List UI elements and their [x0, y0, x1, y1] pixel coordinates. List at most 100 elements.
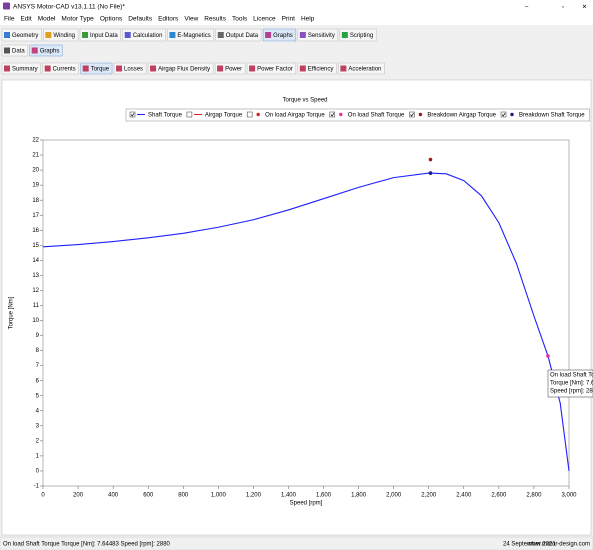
graph-tab-icon	[249, 65, 256, 72]
y-tick-label: 21	[32, 153, 39, 159]
graph-tab[interactable]	[147, 62, 214, 75]
minimize-button[interactable]: –	[525, 5, 529, 11]
view-tab-label: Data	[12, 49, 25, 55]
graph-tab-label: Power Factor	[257, 67, 293, 73]
graph-tab[interactable]	[80, 62, 113, 75]
y-tick-label: 0	[36, 469, 40, 475]
toolbar-button-icon	[82, 32, 89, 38]
graph-tab[interactable]	[297, 62, 337, 75]
graph-tab-label: Airgap Flux Density	[158, 67, 210, 73]
view-tab[interactable]	[29, 44, 63, 57]
legend-checkbox[interactable]	[246, 111, 253, 118]
menu-bar	[0, 13, 593, 25]
menu-item[interactable]: Editors	[158, 16, 179, 23]
menu-item[interactable]: View	[184, 16, 198, 23]
x-tick-label: 600	[143, 493, 154, 499]
series-point	[546, 354, 550, 358]
toolbar-button-icon	[217, 32, 224, 38]
status-date: 24 September 2021	[503, 542, 556, 548]
menu-item[interactable]: Model	[38, 16, 56, 23]
toolbar-button[interactable]	[122, 28, 166, 42]
menu-item[interactable]: Results	[204, 16, 226, 23]
toolbar-button-icon	[265, 32, 272, 38]
tooltip-line: Speed [rpm]: 2880	[550, 389, 593, 395]
menu-item[interactable]: Licence	[253, 16, 276, 23]
graph-tab-label: Losses	[124, 67, 143, 73]
y-tick-label: 2	[36, 438, 40, 444]
legend-label: Airgap Torque	[205, 113, 243, 119]
toolbar-button[interactable]	[215, 28, 262, 42]
toolbar-button-label: Geometry	[12, 33, 38, 39]
x-tick-label: 800	[178, 493, 189, 499]
toolbar-button[interactable]	[339, 28, 377, 42]
graph-tab[interactable]	[1, 62, 41, 75]
graph-tab-icon	[340, 65, 347, 72]
graph-tab-label: Summary	[12, 67, 38, 73]
y-tick-label: 15	[32, 243, 39, 249]
toolbar-button-label: Sensitivity	[308, 33, 335, 39]
graph-tab-label: Power	[225, 67, 242, 73]
y-tick-label: 18	[32, 198, 39, 204]
graph-tab[interactable]	[338, 62, 385, 75]
toolbar-button[interactable]	[167, 28, 215, 42]
toolbar-button[interactable]	[262, 28, 297, 42]
legend-checkbox[interactable]	[186, 111, 193, 118]
y-tick-label: 5	[36, 393, 40, 399]
legend-label: Shaft Torque	[148, 113, 183, 119]
x-tick-label: 2,600	[491, 493, 507, 499]
series-line	[42, 172, 570, 472]
menu-item[interactable]: Print	[282, 16, 296, 23]
legend-check	[410, 112, 414, 117]
x-tick-label: 400	[108, 493, 119, 499]
legend-check	[130, 112, 135, 117]
legend-checkbox[interactable]	[329, 111, 336, 118]
toolbar-button-icon	[45, 32, 52, 38]
menu-item[interactable]: File	[4, 16, 15, 23]
toolbar-button[interactable]	[1, 28, 42, 42]
toolbar-button[interactable]	[297, 28, 339, 42]
y-tick-label: 13	[32, 273, 39, 279]
maximize-button[interactable]: ▫	[562, 5, 564, 11]
legend-label: On load Shaft Torque	[348, 113, 405, 119]
legend-checkbox[interactable]	[129, 111, 136, 118]
menu-item[interactable]: Tools	[232, 16, 248, 23]
menu-item[interactable]: Defaults	[128, 16, 153, 23]
status-text: On load Shaft Torque Torque [Nm]: 7.6448…	[3, 542, 171, 548]
graph-tab-icon	[44, 65, 51, 72]
legend-checkbox[interactable]	[409, 111, 415, 118]
toolbar-button[interactable]	[79, 28, 121, 42]
toolbar-button[interactable]	[43, 28, 79, 42]
toolbar-button-icon	[124, 32, 131, 38]
toolbar-button-label: Output Data	[226, 33, 259, 39]
toolbar-button-icon	[169, 32, 176, 38]
y-tick-label: 4	[36, 408, 40, 414]
x-tick-label: 2,200	[421, 493, 437, 499]
series-point	[428, 157, 433, 162]
menu-item[interactable]: Help	[301, 16, 315, 23]
app-icon	[3, 2, 10, 10]
graph-tab[interactable]	[214, 62, 246, 75]
toolbar-button-label: Graphs	[273, 33, 293, 39]
menu-item[interactable]: Options	[100, 16, 123, 23]
graph-tab[interactable]	[113, 62, 147, 75]
graph-tab-icon	[150, 65, 157, 72]
y-tick-label: 10	[32, 318, 39, 324]
view-tab[interactable]	[1, 44, 28, 57]
close-button[interactable]: ✕	[582, 5, 587, 11]
x-tick-label: 1,400	[281, 493, 297, 499]
legend-box	[125, 108, 590, 122]
x-tick-label: 200	[73, 493, 84, 499]
y-tick-label: 11	[33, 303, 40, 309]
y-tick-label: 12	[32, 288, 39, 294]
graph-tab[interactable]	[42, 62, 79, 75]
legend-checkbox[interactable]	[500, 111, 507, 118]
toolbar-button-icon	[4, 32, 10, 38]
graph-tab[interactable]	[246, 62, 297, 75]
menu-item[interactable]: Motor Type	[61, 16, 94, 23]
legend-check	[330, 112, 335, 117]
y-tick-label: 16	[32, 228, 39, 234]
toolbar-button-label: Scripting	[350, 33, 373, 39]
graph-tab-icon	[217, 65, 224, 72]
menu-item[interactable]: Edit	[20, 16, 31, 23]
